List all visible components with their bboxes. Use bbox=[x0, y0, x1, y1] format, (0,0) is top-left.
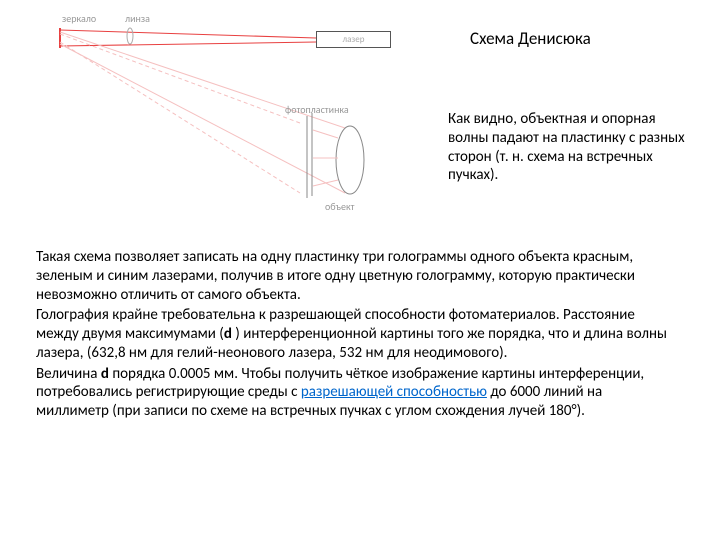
resolution-link[interactable]: разрешающей способностью bbox=[301, 383, 487, 401]
laser-box: лазер bbox=[316, 31, 391, 48]
page-title: Схема Денисюка bbox=[470, 28, 591, 49]
paragraph-scheme: Такая схема позволяет записать на одну п… bbox=[36, 248, 678, 304]
object-label: объект bbox=[325, 200, 354, 213]
plate-label: фотопластинка bbox=[285, 103, 349, 116]
symbol-d: d bbox=[224, 325, 235, 343]
denisyuk-diagram: зеркало линза лазер фотопластинка объект bbox=[30, 8, 430, 228]
main-text: Такая схема позволяет записать на одну п… bbox=[36, 248, 678, 423]
intro-paragraph: Как видно, объектная и опорная волны пад… bbox=[448, 110, 688, 185]
mirror-label: зеркало bbox=[62, 12, 96, 25]
lens-label: линза bbox=[125, 12, 150, 25]
symbol-d-2: d bbox=[101, 365, 109, 383]
paragraph-resolution-req: Голография крайне требовательна к разреш… bbox=[36, 306, 678, 362]
paragraph-d-value: Величина d порядка 0.0005 мм. Чтобы полу… bbox=[36, 365, 678, 421]
